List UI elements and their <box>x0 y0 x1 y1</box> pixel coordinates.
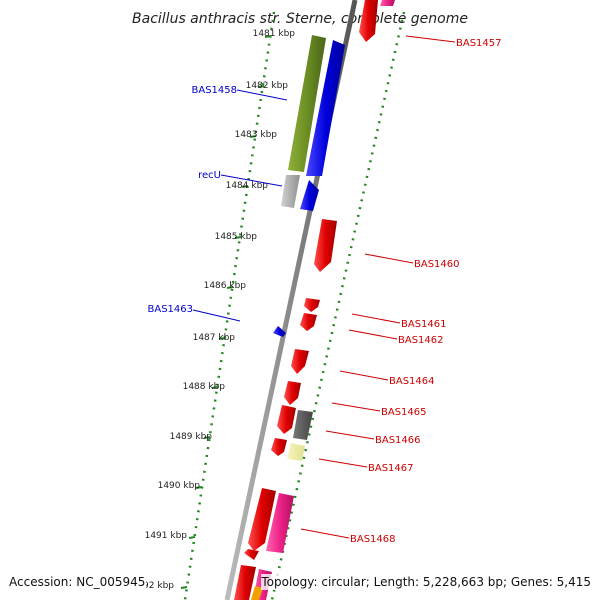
reverse-labels: BAS1458 recU BAS1463 <box>148 85 288 322</box>
gene-label-bas1464[interactable]: BAS1464 <box>389 376 435 387</box>
gene-bas1458-arrow <box>306 40 345 176</box>
gene-label-bas1461[interactable]: BAS1461 <box>401 319 447 330</box>
gene-bas1461-arrow <box>304 298 320 312</box>
gene-bas1468-block <box>266 493 294 553</box>
map-title: Bacillus anthracis str. Sterne, complete… <box>132 11 468 27</box>
gene-label-bas1468[interactable]: BAS1468 <box>350 534 396 545</box>
topology-text: Topology: circular; Length: 5,228,663 bp… <box>260 575 591 589</box>
gene-bas1457-arrow <box>359 0 378 42</box>
scale-label: 1488 kbp <box>183 382 226 392</box>
gene-bas1460-arrow <box>314 219 337 272</box>
leader-line <box>364 253 414 264</box>
gene-label-bas1457[interactable]: BAS1457 <box>456 38 502 49</box>
footer-topology-bg <box>261 574 594 590</box>
leader-line <box>325 430 375 440</box>
leader-line <box>331 402 381 412</box>
scale-ticks <box>180 35 272 589</box>
forward-strand-features <box>234 0 395 600</box>
gene-label-bas1467[interactable]: BAS1467 <box>368 463 414 474</box>
gene-label-bas1463[interactable]: BAS1463 <box>148 304 194 315</box>
gene-red-1491 <box>248 488 276 551</box>
gene-bas1462-arrow <box>300 313 317 331</box>
gene-bas1466-block <box>293 410 313 440</box>
gene-label-recu[interactable]: recU <box>198 170 221 181</box>
leader-line <box>318 458 368 468</box>
leader-line <box>351 313 401 324</box>
gene-label-bas1466[interactable]: BAS1466 <box>375 435 421 446</box>
scale-labels: 1481 kbp 1482 kbp 1483 kbp 1484 kbp 1485… <box>132 29 296 591</box>
gene-label-bas1465[interactable]: BAS1465 <box>381 407 427 418</box>
footer: Accession: NC_005945 Topology: circular;… <box>6 574 594 590</box>
leader-line <box>348 329 398 340</box>
leader-line <box>236 89 288 101</box>
footer-accession-bg <box>6 574 146 590</box>
gene-label-bas1458[interactable]: BAS1458 <box>192 85 238 96</box>
scale-label: 1490 kbp <box>158 481 201 491</box>
scale-label: 1485 kbp <box>215 232 258 242</box>
leader-line <box>339 370 389 381</box>
gene-bas1463-arrow <box>273 326 286 337</box>
gene-bas1465-arrow <box>284 381 301 405</box>
gene-label-bas1460[interactable]: BAS1460 <box>414 259 460 270</box>
gene-red-1489a <box>277 405 296 434</box>
scale-label: 1492 kbp <box>132 581 175 591</box>
gene-orange-bottom <box>251 586 263 600</box>
gene-bas1467-block <box>287 443 305 461</box>
scale-track <box>183 11 276 600</box>
forward-labels: BAS1457 BAS1460 BAS1461 BAS1462 BAS1464 … <box>300 35 502 545</box>
leader-line <box>192 309 241 322</box>
leader-line <box>300 528 350 539</box>
reverse-strand-features <box>244 35 345 560</box>
gene-bas1458-block <box>288 35 326 172</box>
gene-red-1489b <box>271 438 287 456</box>
scale-label: 1486 kbp <box>204 281 247 291</box>
gene-bas1464-arrow <box>291 349 309 374</box>
scale-label: 1483 kbp <box>235 130 278 140</box>
leader-line <box>220 174 283 187</box>
scale-label: 1491 kbp <box>145 531 188 541</box>
gene-pink-top <box>380 0 395 6</box>
scale-label: 1484 kbp <box>226 181 269 191</box>
scale-label: 1489 kbp <box>170 432 213 442</box>
scale-label: 1481 kbp <box>253 29 296 39</box>
gene-red-bottom <box>234 565 256 600</box>
gene-label-bas1462[interactable]: BAS1462 <box>398 335 444 346</box>
scale-label: 1482 kbp <box>246 81 289 91</box>
leader-line <box>405 35 456 43</box>
gene-recu-block <box>281 175 300 208</box>
accession-text: Accession: NC_005945 <box>9 575 145 589</box>
scale-label: 1487 kbp <box>193 333 236 343</box>
gene-recu-arrow <box>300 180 319 211</box>
gene-red-small-reverse <box>244 549 259 560</box>
